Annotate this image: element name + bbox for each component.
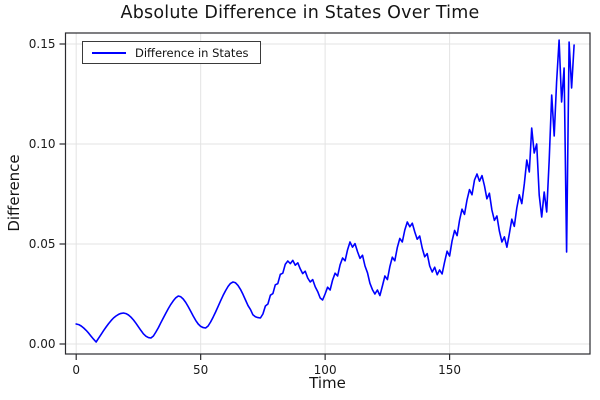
y-tick-label: 0.00 <box>29 337 56 351</box>
legend-label: Difference in States <box>135 45 249 60</box>
x-tick-label: 150 <box>438 363 461 377</box>
y-tick-label: 0.10 <box>29 137 56 151</box>
series-line-difference-in-states <box>75 39 575 343</box>
y-axis-label: Difference <box>5 154 23 232</box>
x-tick-label: 0 <box>72 363 80 377</box>
legend-line-icon <box>92 51 126 54</box>
x-axis-label: Time <box>309 374 346 392</box>
y-tick-label: 0.05 <box>29 237 56 251</box>
chart-title: Absolute Difference in States Over Time <box>120 3 480 23</box>
x-tick-label: 100 <box>314 363 337 377</box>
y-tick-label: 0.15 <box>29 37 56 51</box>
plot-frame <box>64 32 591 355</box>
legend: Difference in States <box>82 41 261 64</box>
x-tick-label: 50 <box>193 363 208 377</box>
